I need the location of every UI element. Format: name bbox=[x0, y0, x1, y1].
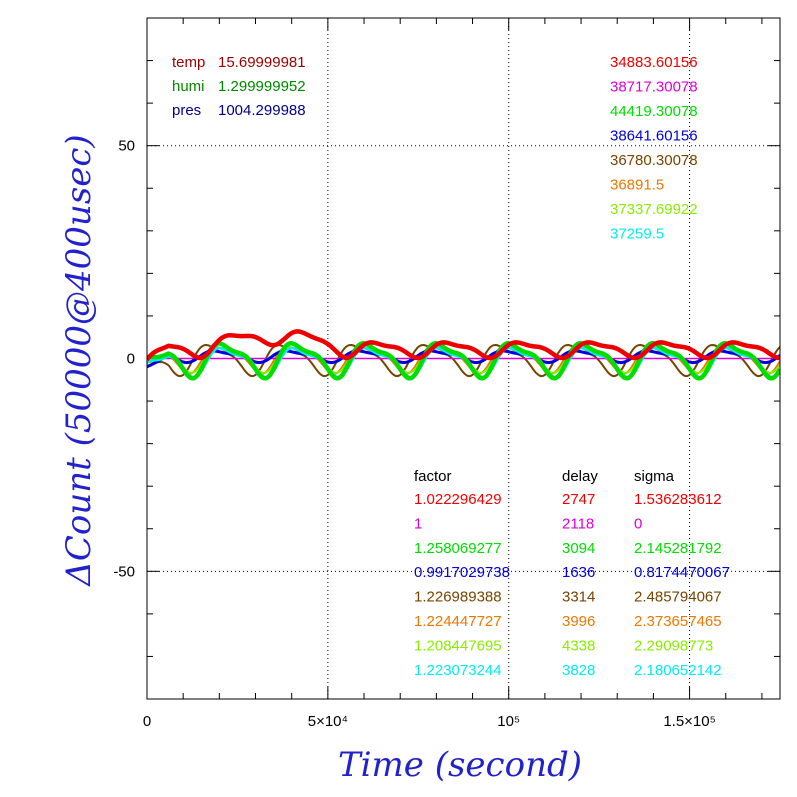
param-sigma: 1.536283612 bbox=[634, 491, 722, 508]
series-line bbox=[147, 344, 780, 378]
environment-readout-line: temp bbox=[172, 54, 205, 71]
environment-readout-line: humi bbox=[172, 78, 205, 95]
x-axis-label: Time (second) bbox=[338, 745, 582, 785]
plot-frame bbox=[146, 17, 781, 700]
param-sigma: 2.145281792 bbox=[634, 540, 722, 557]
param-factor: 1.224447727 bbox=[414, 613, 502, 630]
environment-readout-value: 15.69999981 bbox=[218, 54, 306, 71]
tick-labels: 0 5×10⁴ 10⁵ 1.5×10⁵ 50 0 -50 bbox=[113, 138, 716, 730]
param-delay: 2118 bbox=[562, 515, 594, 532]
param-delay: 3996 bbox=[562, 613, 595, 630]
environment-readout-value: 1.299999952 bbox=[218, 78, 306, 95]
param-delay: 3828 bbox=[562, 662, 595, 679]
channel-mean: 38641.60156 bbox=[610, 128, 698, 145]
environment-readout-value: 1004.299988 bbox=[218, 102, 306, 119]
param-delay: 3094 bbox=[562, 540, 595, 557]
y-tick-label: 50 bbox=[118, 138, 135, 155]
param-factor: 1 bbox=[414, 515, 422, 532]
series-line bbox=[147, 329, 780, 362]
param-factor: 1.258069277 bbox=[414, 540, 502, 557]
param-sigma: 2.29098773 bbox=[634, 637, 713, 654]
channel-means: 34883.60156 38717.30078 44419.30078 38641.6… bbox=[610, 54, 698, 243]
y-tick-label: 0 bbox=[127, 351, 135, 368]
x-tick-label: 5×10⁴ bbox=[308, 713, 348, 730]
y-tick-label: -50 bbox=[113, 563, 135, 580]
x-tick-label: 1.5×10⁵ bbox=[663, 713, 716, 730]
param-sigma: 0.8174470067 bbox=[634, 564, 730, 581]
channel-mean: 44419.30078 bbox=[610, 103, 698, 120]
param-delay: 2747 bbox=[562, 491, 595, 508]
channel-mean: 38717.30078 bbox=[610, 79, 698, 96]
series-line bbox=[147, 341, 780, 381]
param-factor: 1.226989388 bbox=[414, 589, 502, 606]
param-delay: 4338 bbox=[562, 637, 595, 654]
param-factor: 1.223073244 bbox=[414, 662, 502, 679]
series-layer bbox=[147, 329, 780, 381]
channel-mean: 37337.69922 bbox=[610, 201, 698, 218]
param-sigma: 2.180652142 bbox=[634, 662, 722, 679]
channel-mean: 34883.60156 bbox=[610, 54, 698, 71]
param-sigma: 2.485794067 bbox=[634, 589, 722, 606]
param-delay: 1636 bbox=[562, 564, 595, 581]
channel-mean: 37259.5 bbox=[610, 226, 664, 243]
environment-readout-line: pres bbox=[172, 102, 201, 119]
environment-readout: temp 15.69999981 humi 1.299999952 pres 1004.2… bbox=[172, 54, 306, 119]
param-header: sigma bbox=[634, 468, 675, 485]
param-header: factor bbox=[414, 468, 452, 485]
y-axis-label: ΔCount (50000@400usec) bbox=[59, 134, 99, 587]
param-sigma: 2.373657465 bbox=[634, 613, 722, 630]
channel-mean: 36780.30078 bbox=[610, 152, 698, 169]
param-factor: 1.022296429 bbox=[414, 491, 502, 508]
channel-parameters: factor delay sigma 1.022296429 2747 1.5362836… bbox=[414, 468, 730, 679]
param-header: delay bbox=[562, 468, 598, 485]
x-tick-label: 10⁵ bbox=[497, 713, 520, 730]
param-factor: 1.208447695 bbox=[414, 637, 502, 654]
param-sigma: 0 bbox=[634, 515, 642, 532]
param-factor: 0.9917029738 bbox=[414, 564, 510, 581]
param-delay: 3314 bbox=[562, 589, 595, 606]
channel-mean: 36891.5 bbox=[610, 177, 664, 194]
x-tick-label: 0 bbox=[143, 713, 151, 730]
